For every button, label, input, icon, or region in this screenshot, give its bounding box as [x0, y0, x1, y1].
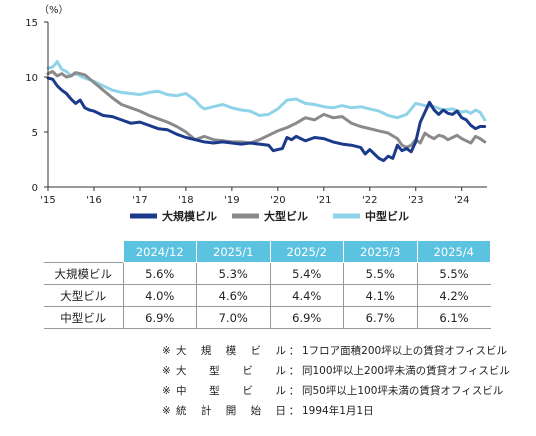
series-line-large-scale [46, 76, 487, 163]
footnotes: ※ 大規模ビル ： 1フロア面積200坪以上の賃貸オフィスビル ※ 大型ビル ：… [162, 341, 510, 421]
note-text: 同100坪以上200坪未満の賃貸オフィスビル [302, 365, 510, 377]
note-text: 1フロア面積200坪以上の賃貸オフィスビル [302, 345, 508, 357]
series-line-medium [46, 60, 487, 122]
table-cell: 5.5% [343, 262, 417, 285]
legend: 大規模ビル 大型ビル 中型ビル [130, 209, 409, 223]
series-line-large [46, 70, 487, 149]
table-cell: 5.5% [416, 262, 491, 285]
note-separator: ： [288, 405, 300, 417]
legend-label: 大型ビル [264, 209, 308, 223]
vacancy-rate-chart: 051015（%）'15'16'17'18'19'20'21'22'23'24 … [25, 4, 487, 223]
axes: 0 5 10 15（%） '15 '16 '17 '18 '19 '20 '21 '22 '23 '24 [25, 4, 487, 206]
note-key-char: 始 [250, 405, 262, 417]
note-separator: ： [288, 345, 300, 357]
table-row: 大規模ビル 5.6% 5.3% 5.4% 5.5% 5.5% [44, 262, 491, 285]
note-key-char: 計 [200, 405, 212, 417]
legend-label: 中型ビル [365, 209, 409, 223]
note-key: 大規模ビル [176, 341, 286, 361]
note-key-char: 日 [275, 405, 287, 417]
note-key-char: ル [275, 365, 286, 377]
y-tick-label: 5 [32, 128, 38, 139]
legend-item-large: 大型ビル [232, 209, 308, 223]
footnote: ※ 中 型 ビ ル ： 同50坪以上100坪未満の賃貸オフィスビル [162, 381, 510, 401]
x-tick-label: '21 [316, 195, 331, 206]
x-tick-label: '18 [178, 195, 193, 206]
table-cell: 4.2% [416, 284, 491, 307]
note-separator: ： [288, 365, 300, 377]
note-mark: ※ [162, 365, 171, 377]
x-tick-label: '15 [40, 195, 55, 206]
note-text: 同50坪以上100坪未満の賃貸オフィスビル [302, 385, 504, 397]
column-header: 2025/1 [196, 240, 271, 263]
x-tick-label: '16 [86, 195, 101, 206]
footnote: ※ 大 型 ビ ル ： 同100坪以上200坪未満の賃貸オフィスビル [162, 361, 510, 381]
legend-item-large-scale: 大規模ビル [130, 209, 217, 223]
table-header-row: 2024/12 2025/1 2025/2 2025/3 2025/4 [44, 240, 491, 263]
note-key: 大型ビル [176, 361, 286, 381]
table-cell: 5.4% [269, 262, 344, 285]
note-key-char: 規 [200, 345, 212, 357]
note-key-char: ビ [250, 345, 262, 357]
table-cell: 5.3% [196, 262, 270, 285]
note-key-char: 大 [176, 345, 187, 357]
row-label: 大型ビル [44, 284, 123, 307]
legend-label: 大規模ビル [162, 209, 217, 223]
note-key-char: 模 [225, 345, 237, 357]
x-tick-label: '19 [224, 195, 239, 206]
table-cell: 4.1% [343, 284, 417, 307]
column-header: 2025/2 [269, 240, 344, 263]
note-key-char: ビ [242, 365, 253, 377]
table-cell: 5.6% [122, 262, 197, 285]
note-mark: ※ [162, 345, 171, 357]
x-tick-label: '20 [270, 195, 285, 206]
note-key: 中型ビル [176, 381, 286, 401]
plot-area [46, 60, 487, 163]
note-key-char: 型 [209, 365, 220, 377]
note-key-char: 中 [176, 385, 187, 397]
y-unit-label: （%） [39, 4, 69, 16]
x-tick-label: '17 [132, 195, 147, 206]
table-corner [44, 240, 123, 263]
table-cell: 4.0% [122, 284, 197, 307]
y-tick-label: 0 [32, 183, 38, 194]
note-key: 統計開始日 [176, 401, 286, 421]
table-cell: 6.1% [416, 306, 491, 329]
column-header: 2025/3 [343, 240, 418, 263]
note-separator: ： [288, 385, 300, 397]
note-key-char: 型 [209, 385, 220, 397]
table-cell: 4.6% [196, 284, 270, 307]
note-key-char: ル [275, 345, 287, 357]
x-tick-label: '22 [362, 195, 377, 206]
footnote: ※ 大 規 模 ビ ル ： 1フロア面積200坪以上の賃貸オフィスビル [162, 341, 510, 361]
table-row: 大型ビル 4.0% 4.6% 4.4% 4.1% 4.2% [44, 284, 491, 307]
table-cell: 4.4% [269, 284, 344, 307]
column-header: 2025/4 [416, 240, 491, 263]
note-text: 1994年1月1日 [302, 405, 374, 417]
y-tick-label: 15 [25, 18, 38, 29]
x-tick-label: '23 [408, 195, 423, 206]
note-key-char: ル [275, 385, 286, 397]
note-key-char: 大 [176, 365, 187, 377]
x-tick-label: '24 [454, 195, 469, 206]
row-label: 大規模ビル [44, 262, 123, 285]
note-key-char: 開 [225, 405, 237, 417]
table-row: 中型ビル 6.9% 7.0% 6.9% 6.7% 6.1% [44, 306, 491, 329]
footnote: ※ 統 計 開 始 日 ： 1994年1月1日 [162, 401, 510, 421]
table-cell: 7.0% [196, 306, 270, 329]
legend-item-medium: 中型ビル [333, 209, 409, 223]
table-cell: 6.9% [269, 306, 344, 329]
column-header: 2024/12 [122, 240, 197, 263]
y-tick-label: 10 [25, 73, 38, 84]
vacancy-table: 2024/12 2025/1 2025/2 2025/3 2025/4 大規模ビ… [44, 240, 491, 329]
row-label: 中型ビル [44, 306, 123, 329]
note-key-char: ビ [242, 385, 253, 397]
note-mark: ※ [162, 385, 171, 397]
table-cell: 6.7% [343, 306, 417, 329]
note-mark: ※ [162, 405, 171, 417]
table-cell: 6.9% [122, 306, 197, 329]
note-key-char: 統 [176, 405, 187, 417]
